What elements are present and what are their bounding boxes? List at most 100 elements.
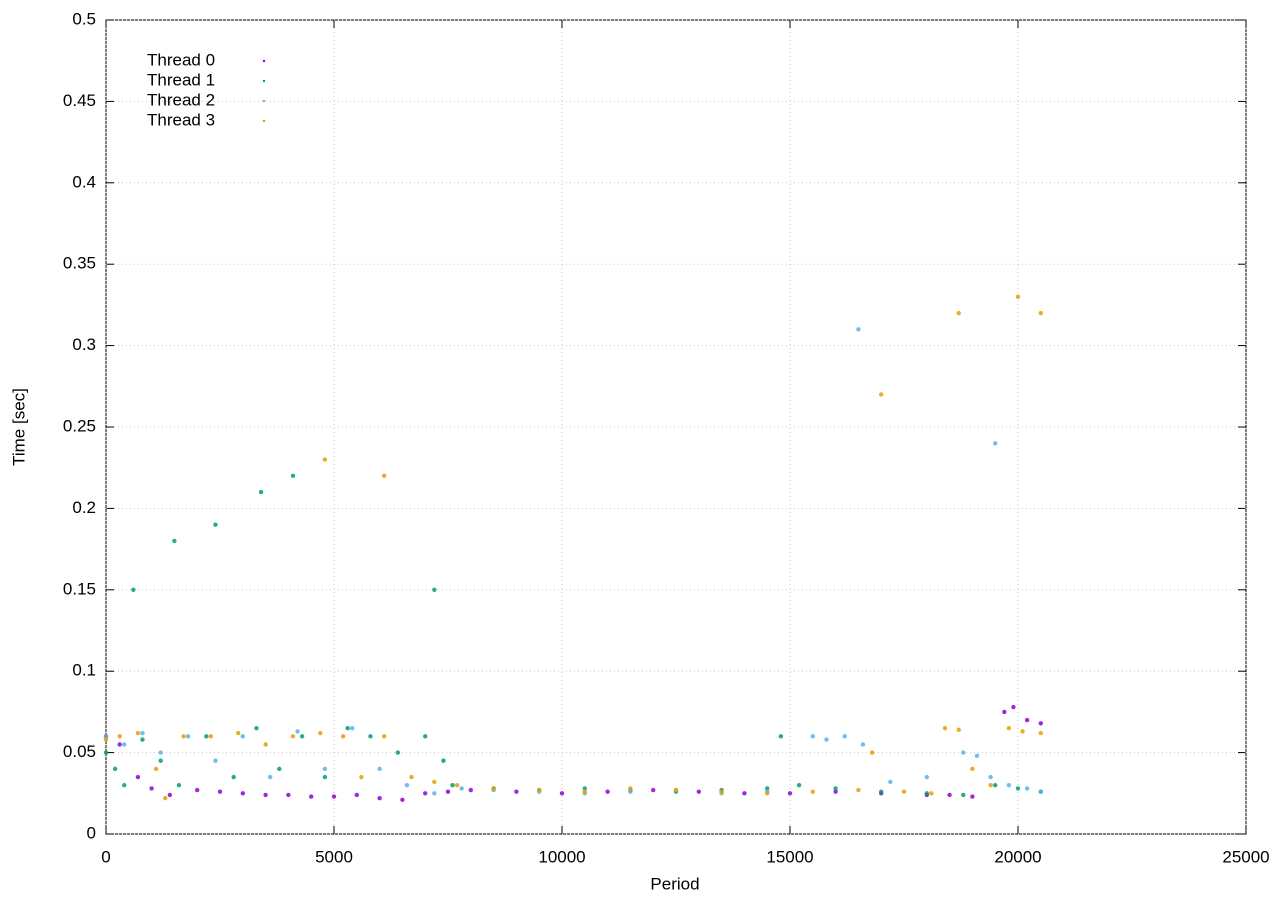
- data-point: [879, 789, 884, 794]
- data-point: [117, 742, 122, 747]
- data-point: [1038, 310, 1044, 316]
- data-point: [628, 786, 633, 791]
- data-point: [929, 791, 934, 796]
- data-point: [1002, 709, 1007, 715]
- data-point: [217, 789, 223, 794]
- data-point: [974, 753, 980, 759]
- data-point: [368, 734, 373, 739]
- data-point: [441, 758, 446, 763]
- data-point: [1006, 725, 1012, 731]
- data-point: [163, 795, 168, 801]
- data-point: [432, 779, 437, 785]
- data-point: [988, 774, 993, 780]
- data-point: [158, 750, 163, 755]
- data-point: [1011, 704, 1016, 710]
- data-point: [322, 774, 328, 780]
- x-tick-label: 5000: [315, 847, 353, 866]
- data-point: [796, 782, 802, 788]
- legend-label: Thread 1: [147, 70, 215, 89]
- legend-marker: [262, 99, 266, 103]
- data-point: [103, 737, 109, 742]
- data-point: [856, 327, 861, 332]
- y-tick-label: 0.3: [72, 335, 96, 354]
- data-point: [956, 310, 961, 316]
- data-point: [290, 734, 296, 739]
- legend-marker: [262, 59, 266, 63]
- data-point: [423, 791, 428, 796]
- data-point: [290, 473, 296, 479]
- legend-label: Thread 3: [147, 110, 215, 129]
- y-tick-label: 0.2: [72, 498, 96, 517]
- data-point: [860, 742, 866, 747]
- data-point: [236, 730, 241, 736]
- data-point: [559, 791, 565, 796]
- data-point: [359, 774, 364, 780]
- data-point: [582, 786, 587, 791]
- data-point: [277, 766, 282, 772]
- data-point: [824, 737, 829, 742]
- data-point: [1038, 789, 1044, 794]
- data-point: [468, 787, 473, 793]
- y-tick-label: 0.5: [72, 9, 96, 28]
- data-point: [651, 787, 656, 793]
- data-point: [404, 782, 410, 788]
- data-point: [295, 729, 300, 734]
- data-point: [195, 787, 200, 793]
- data-point: [153, 766, 159, 772]
- data-point: [208, 734, 214, 739]
- data-point: [778, 734, 784, 739]
- data-point: [140, 737, 145, 742]
- x-axis-label: Period: [650, 874, 699, 893]
- data-point: [345, 725, 350, 731]
- data-point: [131, 587, 136, 592]
- data-point: [810, 789, 815, 794]
- data-point: [719, 789, 724, 794]
- data-point: [135, 774, 141, 780]
- data-point: [514, 789, 519, 794]
- data-point: [140, 730, 145, 736]
- data-point: [181, 734, 186, 739]
- data-point: [117, 734, 122, 739]
- data-point: [765, 786, 770, 791]
- data-point: [888, 779, 893, 785]
- x-tick-label: 10000: [538, 847, 585, 866]
- data-point: [901, 789, 907, 794]
- data-point: [1038, 721, 1044, 726]
- data-point: [810, 734, 815, 739]
- data-point: [869, 750, 875, 755]
- x-tick-label: 0: [101, 847, 110, 866]
- data-point: [103, 750, 109, 755]
- data-point: [947, 792, 952, 798]
- data-point: [103, 734, 109, 739]
- data-point: [331, 794, 337, 799]
- data-point: [450, 782, 455, 788]
- data-point: [240, 791, 245, 796]
- data-point: [267, 774, 273, 780]
- data-point: [377, 766, 382, 772]
- data-point: [286, 792, 291, 798]
- data-point: [924, 791, 929, 796]
- data-point: [942, 725, 948, 731]
- data-point: [318, 730, 323, 736]
- data-point: [213, 758, 218, 763]
- y-tick-label: 0.45: [63, 91, 96, 110]
- x-tick-label: 15000: [766, 847, 813, 866]
- data-point: [970, 766, 975, 772]
- data-point: [924, 774, 929, 780]
- data-point: [350, 725, 355, 731]
- data-point: [377, 795, 382, 801]
- data-point: [122, 782, 127, 788]
- data-point: [185, 734, 191, 739]
- data-point: [149, 786, 154, 791]
- data-point: [1038, 730, 1044, 736]
- data-point: [423, 734, 428, 739]
- data-point: [445, 789, 451, 794]
- data-point: [172, 538, 177, 544]
- data-point: [258, 489, 264, 495]
- data-point: [176, 782, 182, 788]
- data-point: [459, 786, 464, 791]
- data-point: [254, 725, 259, 731]
- data-point: [696, 789, 701, 794]
- data-point: [263, 742, 268, 747]
- data-point: [112, 766, 118, 772]
